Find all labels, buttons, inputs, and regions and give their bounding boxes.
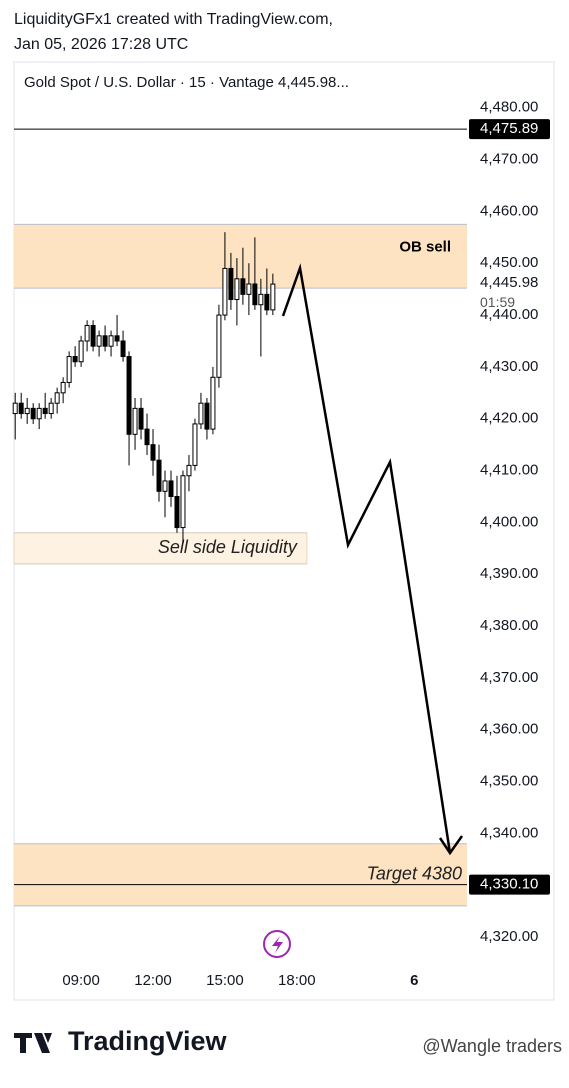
y-tick-label: 4,380.00 [480, 617, 538, 634]
alert-bolt [272, 936, 283, 953]
candle-body [150, 444, 156, 461]
y-tick-label: 4,350.00 [480, 772, 538, 789]
candle-body [162, 480, 168, 492]
tv-logo: TradingView [68, 1026, 228, 1056]
x-tick-label: 6 [410, 972, 418, 989]
candle-body [72, 356, 78, 363]
candle-body [126, 356, 132, 435]
price-badge-label: 4,475.89 [480, 120, 538, 137]
y-tick-label: 4,430.00 [480, 358, 538, 375]
y-tick-label: 4,450.00 [480, 254, 538, 271]
candle-body [210, 376, 216, 430]
y-tick-label: 4,340.00 [480, 824, 538, 841]
candle-body [246, 283, 252, 295]
price-badge-label: 4,330.10 [480, 876, 538, 893]
price-badge [469, 874, 550, 895]
candle-body [234, 278, 240, 301]
candle-body [30, 407, 36, 420]
y-tick-label: 4,320.00 [480, 928, 538, 945]
countdown: 01:59 [480, 294, 515, 310]
candle-body [270, 283, 276, 311]
x-tick-label: 15:00 [206, 972, 244, 989]
candle-body [60, 381, 66, 394]
author: LiquidityGFx1 created with TradingView.c… [14, 11, 333, 28]
zone-label: Target 4380 [367, 864, 462, 884]
candle-body [240, 278, 246, 295]
last-price-label: 4,445.98 [480, 274, 538, 291]
candle-body [12, 402, 18, 415]
candle-body [120, 340, 126, 358]
candle-body [180, 475, 186, 529]
y-tick-label: 4,440.00 [480, 306, 538, 323]
candle-body [96, 335, 102, 347]
candle-body [102, 335, 108, 347]
candle-body [138, 407, 144, 430]
candle-body [18, 402, 24, 415]
candle-body [156, 459, 162, 492]
x-tick-label: 18:00 [278, 972, 316, 989]
y-tick-label: 4,410.00 [480, 462, 538, 479]
y-tick-label: 4,370.00 [480, 669, 538, 686]
zone [14, 224, 467, 289]
candle-body [108, 335, 114, 347]
x-tick-label: 12:00 [134, 972, 172, 989]
candle-body [174, 495, 180, 529]
candle-body [216, 314, 222, 378]
y-tick-label: 4,420.00 [480, 410, 538, 427]
candle-body [90, 324, 96, 347]
candle-body [252, 283, 258, 306]
tv-logo-mark [14, 1033, 52, 1053]
candle-body [204, 402, 210, 430]
candle-body [48, 402, 54, 415]
projection-path [281, 263, 452, 854]
zone-label: Sell side Liquidity [158, 537, 298, 557]
zone-label: OB sell [399, 238, 451, 255]
candle-body [168, 480, 174, 497]
y-tick-label: 4,400.00 [480, 513, 538, 530]
y-tick-label: 4,390.00 [480, 565, 538, 582]
arrow-head [438, 835, 464, 856]
y-tick-label: 4,460.00 [480, 202, 538, 219]
candle-body [36, 407, 42, 420]
y-tick-label: 4,470.00 [480, 151, 538, 168]
zone [14, 843, 467, 906]
candle-body [186, 464, 192, 477]
candle-body [198, 402, 204, 425]
candle-body [258, 293, 264, 306]
candle-body [222, 267, 228, 316]
candle-body [66, 356, 72, 383]
y-tick-label: 4,480.00 [480, 99, 538, 116]
label-box [13, 532, 308, 565]
candle-body [114, 335, 120, 342]
candle-body [42, 407, 48, 415]
candle-body [132, 407, 138, 435]
candle-body [192, 423, 198, 466]
candle-body [144, 428, 150, 446]
price-badge [469, 119, 550, 140]
alert-icon[interactable] [263, 930, 291, 958]
candle-body [228, 267, 234, 301]
candle-body [24, 407, 30, 415]
y-tick-label: 4,360.00 [480, 721, 538, 738]
candle-body [78, 340, 84, 363]
chart-title: Gold Spot / U.S. Dollar · 15 · Vantage 4… [24, 74, 349, 91]
last-price-box [469, 272, 550, 309]
candle-body [54, 392, 60, 404]
chart-frame [13, 61, 555, 1001]
watermark: @Wangle traders [422, 1036, 562, 1056]
candle-body [264, 293, 270, 311]
x-tick-label: 09:00 [62, 972, 100, 989]
zone [14, 532, 307, 564]
date: Jan 05, 2026 17:28 UTC [14, 36, 188, 53]
candle-body [84, 324, 90, 342]
